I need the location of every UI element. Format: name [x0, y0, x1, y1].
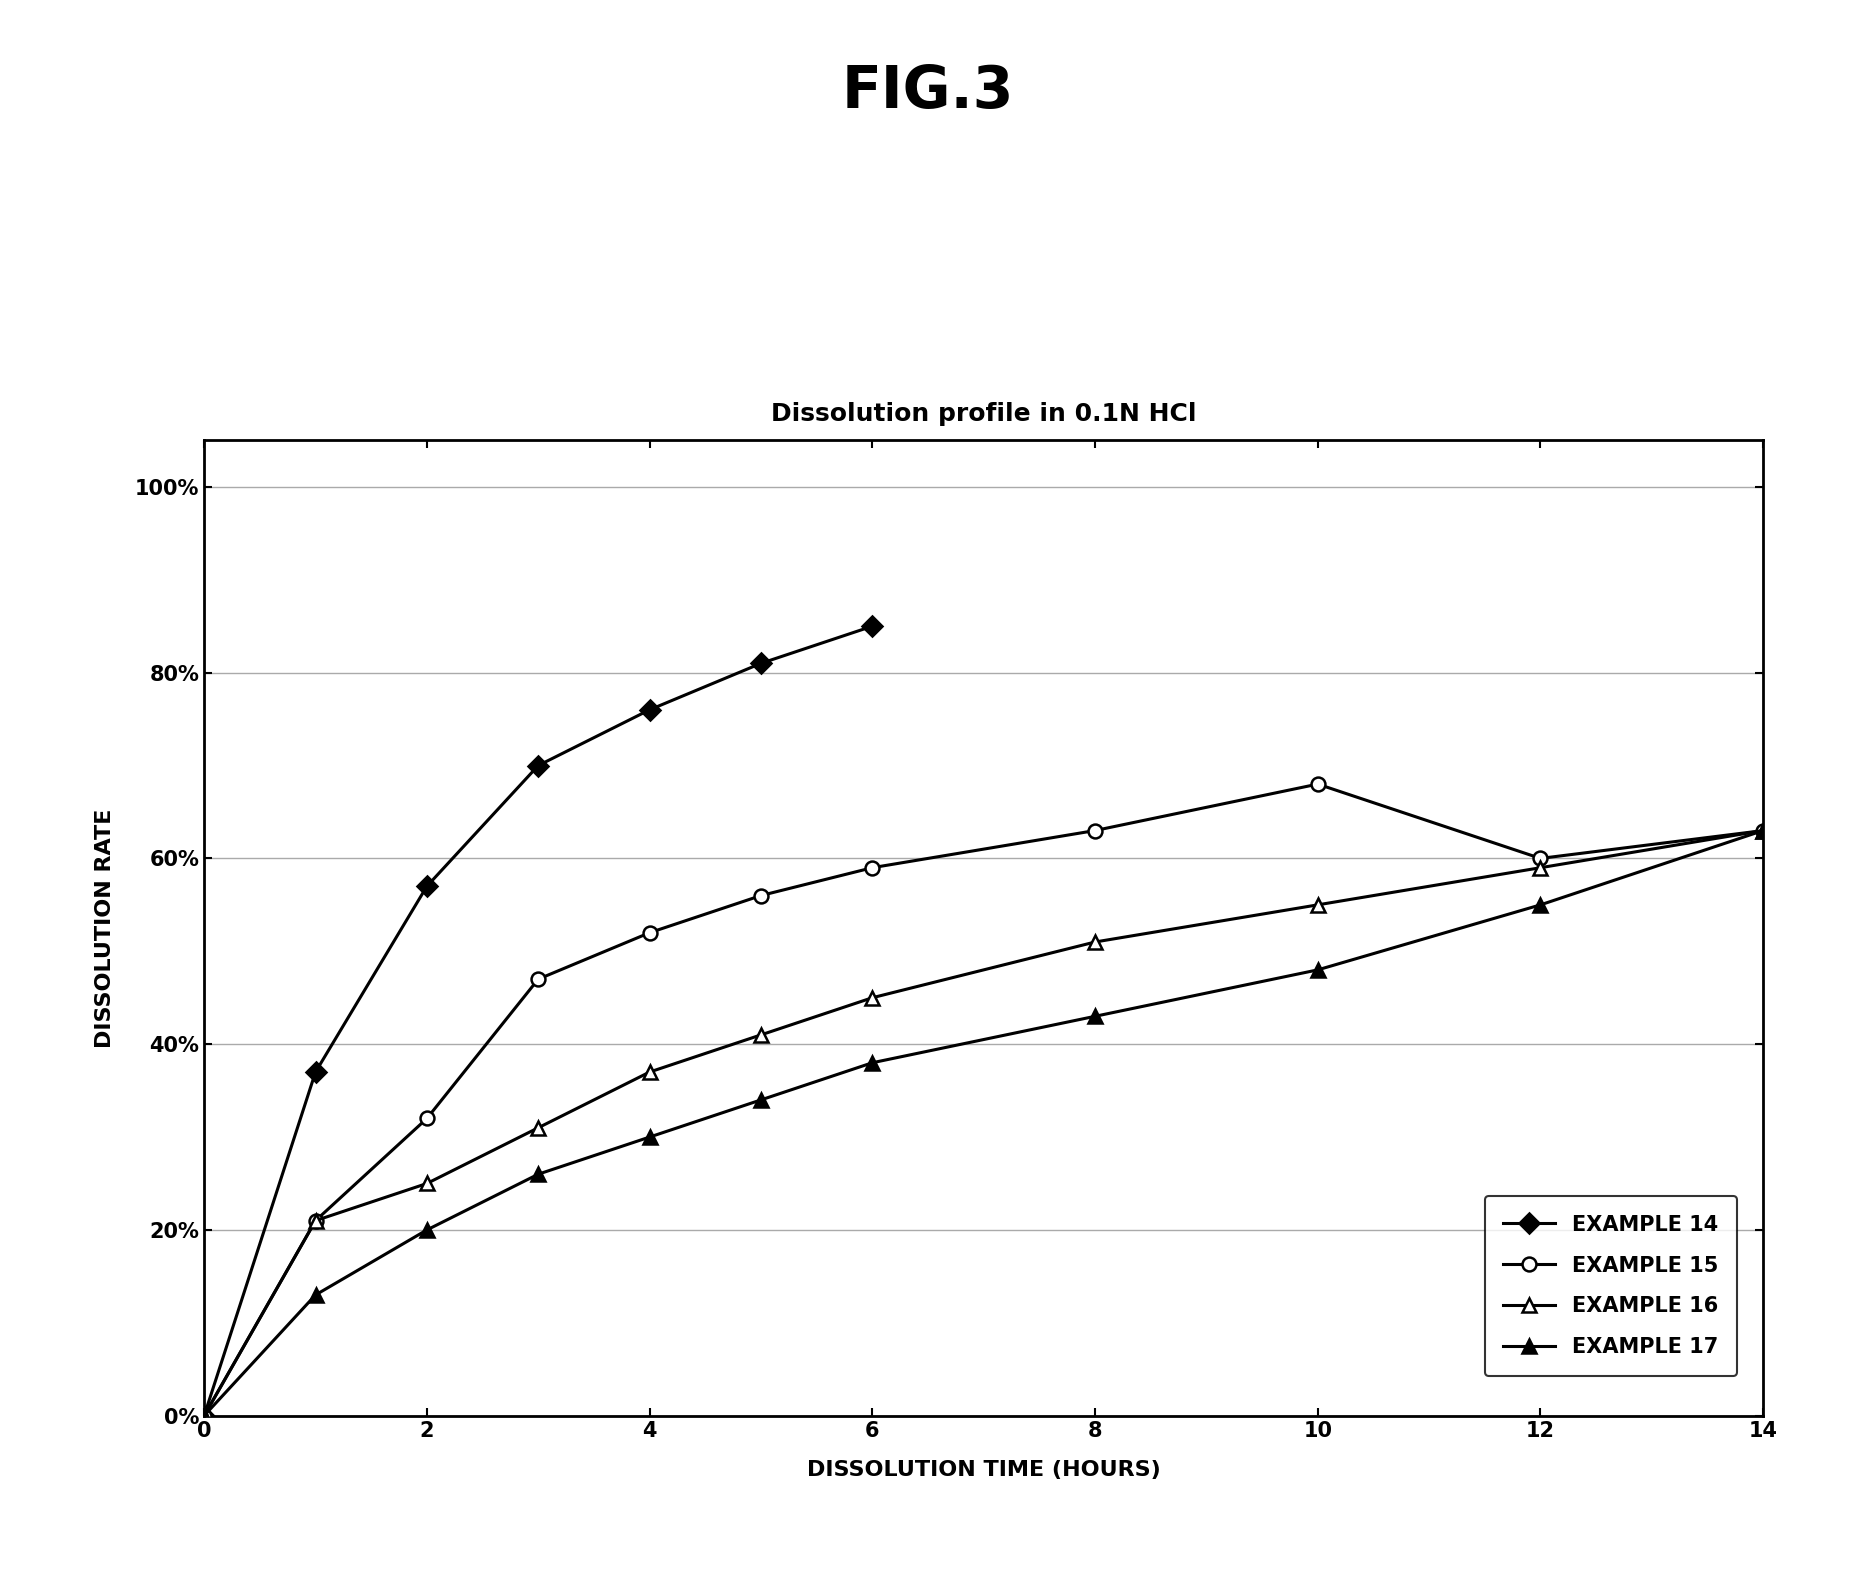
- EXAMPLE 15: [749, 886, 772, 904]
- EXAMPLE 14: [527, 757, 549, 775]
- EXAMPLE 14: [304, 1063, 326, 1082]
- EXAMPLE 15: [638, 923, 660, 942]
- EXAMPLE 17: [1529, 895, 1551, 914]
- Line: EXAMPLE 15: EXAMPLE 15: [197, 777, 1770, 1422]
- EXAMPLE 17: [1083, 1007, 1106, 1026]
- EXAMPLE 17: [638, 1128, 660, 1147]
- EXAMPLE 16: [749, 1026, 772, 1044]
- EXAMPLE 14: [749, 654, 772, 673]
- EXAMPLE 15: [1083, 821, 1106, 840]
- EXAMPLE 14: [193, 1406, 215, 1425]
- Line: EXAMPLE 16: EXAMPLE 16: [197, 824, 1770, 1422]
- EXAMPLE 15: [193, 1406, 215, 1425]
- EXAMPLE 14: [416, 876, 438, 895]
- EXAMPLE 16: [193, 1406, 215, 1425]
- EXAMPLE 16: [527, 1118, 549, 1137]
- EXAMPLE 16: [1306, 895, 1328, 914]
- EXAMPLE 15: [1529, 849, 1551, 868]
- EXAMPLE 14: [638, 700, 660, 719]
- EXAMPLE 15: [527, 969, 549, 988]
- Y-axis label: DISSOLUTION RATE: DISSOLUTION RATE: [95, 809, 115, 1048]
- EXAMPLE 16: [861, 988, 883, 1007]
- EXAMPLE 17: [416, 1221, 438, 1240]
- Text: FIG.3: FIG.3: [842, 63, 1013, 120]
- EXAMPLE 16: [638, 1063, 660, 1082]
- EXAMPLE 17: [861, 1054, 883, 1073]
- EXAMPLE 16: [1751, 821, 1773, 840]
- EXAMPLE 17: [304, 1285, 326, 1304]
- Title: Dissolution profile in 0.1N HCl: Dissolution profile in 0.1N HCl: [770, 403, 1196, 426]
- EXAMPLE 16: [1083, 933, 1106, 952]
- EXAMPLE 17: [1306, 961, 1328, 980]
- EXAMPLE 17: [193, 1406, 215, 1425]
- X-axis label: DISSOLUTION TIME (HOURS): DISSOLUTION TIME (HOURS): [807, 1460, 1159, 1480]
- EXAMPLE 15: [304, 1211, 326, 1230]
- EXAMPLE 17: [527, 1164, 549, 1183]
- Line: EXAMPLE 17: EXAMPLE 17: [197, 824, 1770, 1422]
- EXAMPLE 15: [861, 859, 883, 878]
- EXAMPLE 15: [416, 1109, 438, 1128]
- EXAMPLE 14: [861, 617, 883, 635]
- Legend: EXAMPLE 14, EXAMPLE 15, EXAMPLE 16, EXAMPLE 17: EXAMPLE 14, EXAMPLE 15, EXAMPLE 16, EXAM…: [1484, 1195, 1736, 1376]
- EXAMPLE 15: [1751, 821, 1773, 840]
- EXAMPLE 17: [749, 1090, 772, 1109]
- EXAMPLE 16: [1529, 859, 1551, 878]
- EXAMPLE 15: [1306, 774, 1328, 793]
- EXAMPLE 17: [1751, 821, 1773, 840]
- Line: EXAMPLE 14: EXAMPLE 14: [197, 620, 879, 1422]
- EXAMPLE 16: [304, 1211, 326, 1230]
- EXAMPLE 16: [416, 1173, 438, 1192]
